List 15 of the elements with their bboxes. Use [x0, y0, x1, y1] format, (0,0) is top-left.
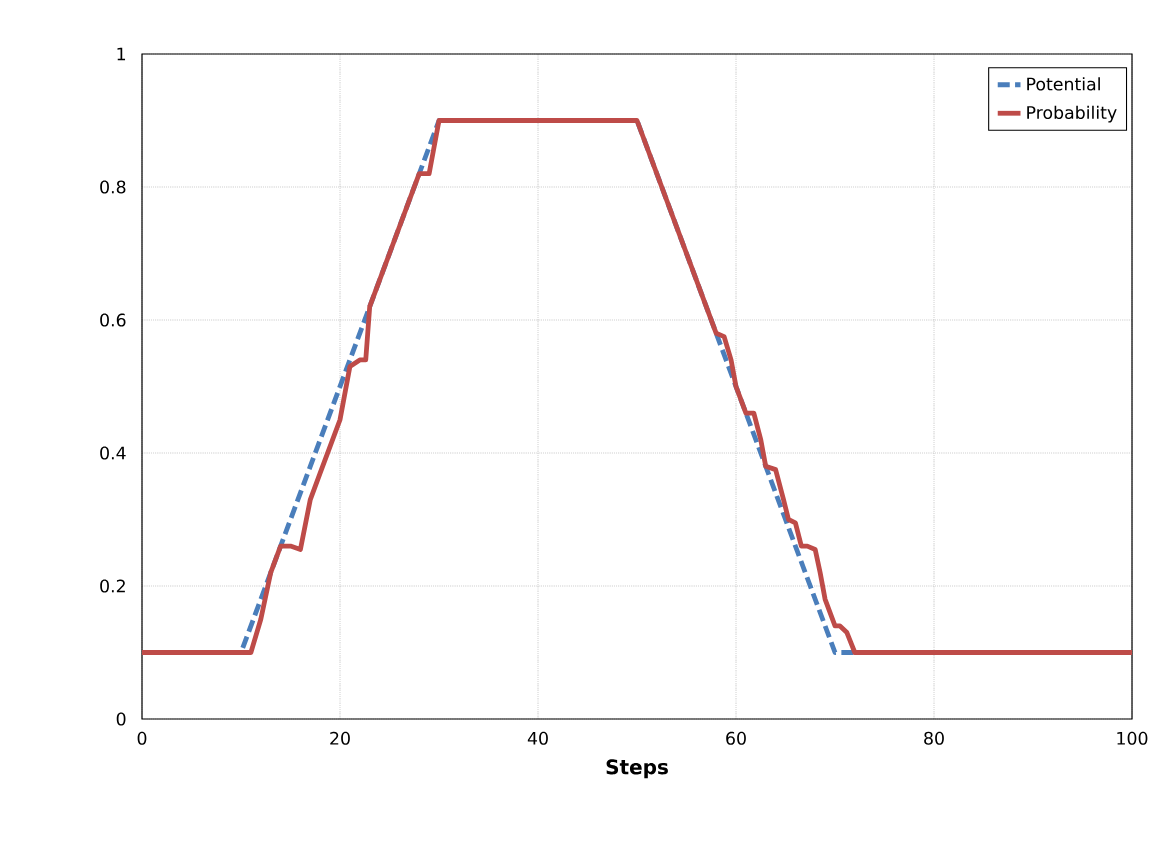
- x-tick-label: 80: [924, 731, 944, 745]
- y-tick-label: 0.2: [100, 579, 125, 593]
- legend-label: Probability: [1027, 105, 1117, 123]
- y-tick-label: 1: [117, 47, 126, 61]
- x-tick-label: 0: [137, 731, 147, 745]
- x-tick-label: 60: [726, 731, 746, 745]
- y-tick-label: 0: [116, 712, 126, 726]
- x-tick-label: 40: [527, 731, 548, 745]
- x-axis-title: Steps: [606, 759, 668, 779]
- legend-label: Potential: [1027, 77, 1100, 91]
- x-tick-label: 100: [1117, 731, 1148, 745]
- x-tick-label: 20: [330, 731, 350, 745]
- y-tick-label: 0.6: [100, 313, 126, 327]
- y-tick-label: 0.8: [100, 180, 126, 194]
- y-tick-label: 0.4: [100, 446, 126, 460]
